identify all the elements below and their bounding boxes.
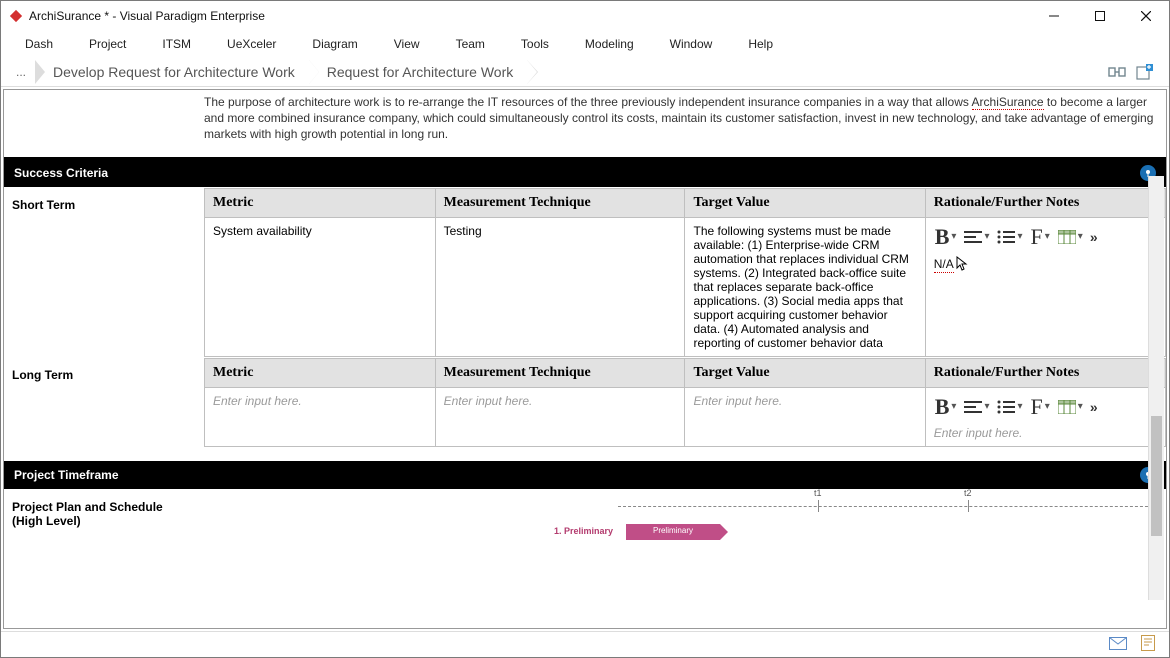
timeline-row: 1. Preliminary Preliminary xyxy=(188,520,1158,548)
app-window: ArchiSurance * - Visual Paradigm Enterpr… xyxy=(0,0,1170,658)
col-rationale: Rationale/Further Notes xyxy=(925,358,1165,387)
menu-window[interactable]: Window xyxy=(652,33,731,55)
diagram-tool-icon[interactable] xyxy=(1107,62,1127,82)
menu-bar: Dash Project ITSM UeXceler Diagram View … xyxy=(1,31,1169,57)
menu-project[interactable]: Project xyxy=(71,33,144,55)
mail-icon[interactable] xyxy=(1109,637,1127,653)
col-metric: Metric xyxy=(205,358,436,387)
menu-tools[interactable]: Tools xyxy=(503,33,567,55)
short-term-table: Metric Measurement Technique Target Valu… xyxy=(204,188,1166,357)
cell-technique[interactable]: Enter input here. xyxy=(435,387,685,446)
section-success-criteria-header: Success Criteria xyxy=(4,159,1166,187)
col-rationale: Rationale/Further Notes xyxy=(925,188,1165,217)
menu-help[interactable]: Help xyxy=(730,33,791,55)
menu-modeling[interactable]: Modeling xyxy=(567,33,652,55)
menu-uexceler[interactable]: UeXceler xyxy=(209,33,294,55)
description-box: The purpose of architecture work is to r… xyxy=(4,90,1166,159)
phase-label: 1. Preliminary xyxy=(533,526,613,536)
scrollbar-thumb[interactable] xyxy=(1151,416,1162,536)
app-logo-icon xyxy=(9,9,23,23)
menu-team[interactable]: Team xyxy=(438,33,503,55)
minimize-button[interactable] xyxy=(1031,1,1077,31)
list-button[interactable]: ▾ xyxy=(996,230,1023,244)
rationale-placeholder: Enter input here. xyxy=(934,426,1023,440)
breadcrumb: ... Develop Request for Architecture Wor… xyxy=(1,57,1169,87)
title-bar: ArchiSurance * - Visual Paradigm Enterpr… xyxy=(1,1,1169,31)
export-tool-icon[interactable] xyxy=(1135,62,1155,82)
rationale-text: N/A xyxy=(934,257,954,273)
align-button[interactable]: ▾ xyxy=(963,400,990,414)
cell-technique[interactable]: Testing xyxy=(435,217,685,356)
long-term-label: Long Term xyxy=(4,358,204,392)
phase-bar[interactable]: Preliminary xyxy=(626,524,720,540)
axis-label: t2 xyxy=(964,488,972,498)
table-button[interactable]: ▾ xyxy=(1057,400,1084,414)
font-button[interactable]: F▾ xyxy=(1030,224,1051,250)
note-icon[interactable] xyxy=(1141,635,1155,654)
toolbar-more-icon[interactable]: » xyxy=(1090,229,1099,245)
section-title: Project Timeframe xyxy=(14,468,119,482)
col-target: Target Value xyxy=(685,358,925,387)
project-plan-label: Project Plan and Schedule (High Level) xyxy=(4,490,180,538)
breadcrumb-item-0[interactable]: Develop Request for Architecture Work xyxy=(35,60,309,84)
success-criteria-body: Short Term Metric Measurement Technique … xyxy=(4,187,1166,628)
section-title: Success Criteria xyxy=(14,166,108,180)
content-area: The purpose of architecture work is to r… xyxy=(3,89,1167,629)
toolbar-more-icon[interactable]: » xyxy=(1090,399,1099,415)
font-button[interactable]: F▾ xyxy=(1030,394,1051,420)
align-button[interactable]: ▾ xyxy=(963,230,990,244)
col-metric: Metric xyxy=(205,188,436,217)
section-project-timeframe-header: Project Timeframe xyxy=(4,461,1166,489)
cell-rationale[interactable]: B▾ ▾ ▾ F▾ xyxy=(925,217,1165,356)
cursor-icon xyxy=(956,256,968,275)
menu-dash[interactable]: Dash xyxy=(7,33,71,55)
menu-diagram[interactable]: Diagram xyxy=(294,33,375,55)
table-button[interactable]: ▾ xyxy=(1057,230,1084,244)
project-plan-row: Project Plan and Schedule (High Level) t… xyxy=(4,489,1166,562)
breadcrumb-item-1[interactable]: Request for Architecture Work xyxy=(309,60,527,84)
breadcrumb-overflow[interactable]: ... xyxy=(7,65,35,79)
timeline: t1 t2 1. Preliminary Preliminary xyxy=(180,490,1166,562)
window-title: ArchiSurance * - Visual Paradigm Enterpr… xyxy=(29,9,265,23)
close-button[interactable] xyxy=(1123,1,1169,31)
col-target: Target Value xyxy=(685,188,925,217)
table-row: Enter input here. Enter input here. Ente… xyxy=(205,387,1166,446)
bold-button[interactable]: B▾ xyxy=(934,224,958,250)
menu-view[interactable]: View xyxy=(376,33,438,55)
short-term-label: Short Term xyxy=(4,188,204,222)
breadcrumb-label: Request for Architecture Work xyxy=(327,64,513,80)
breadcrumb-label: Develop Request for Architecture Work xyxy=(53,64,295,80)
long-term-table: Metric Measurement Technique Target Valu… xyxy=(204,358,1166,447)
maximize-button[interactable] xyxy=(1077,1,1123,31)
short-term-row: Short Term Metric Measurement Technique … xyxy=(4,187,1166,357)
list-button[interactable]: ▾ xyxy=(996,400,1023,414)
cell-metric[interactable]: System availability xyxy=(205,217,436,356)
table-row: System availability Testing The followin… xyxy=(205,217,1166,356)
bold-button[interactable]: B▾ xyxy=(934,394,958,420)
cell-target[interactable]: Enter input here. xyxy=(685,387,925,446)
rich-text-toolbar: B▾ ▾ ▾ F▾ xyxy=(934,394,1157,420)
rich-text-toolbar: B▾ ▾ ▾ F▾ xyxy=(934,224,1157,250)
col-technique: Measurement Technique xyxy=(435,358,685,387)
col-technique: Measurement Technique xyxy=(435,188,685,217)
cell-target[interactable]: The following systems must be made avail… xyxy=(685,217,925,356)
cell-rationale[interactable]: B▾ ▾ ▾ F▾ xyxy=(925,387,1165,446)
cell-metric[interactable]: Enter input here. xyxy=(205,387,436,446)
axis-label: t1 xyxy=(814,488,822,498)
vertical-scrollbar[interactable] xyxy=(1148,176,1164,600)
menu-itsm[interactable]: ITSM xyxy=(144,33,209,55)
status-bar xyxy=(1,631,1169,657)
description-text: The purpose of architecture work is to r… xyxy=(204,95,1153,141)
timeline-axis: t1 t2 xyxy=(618,496,1158,516)
long-term-row: Long Term Metric Measurement Technique T… xyxy=(4,357,1166,447)
